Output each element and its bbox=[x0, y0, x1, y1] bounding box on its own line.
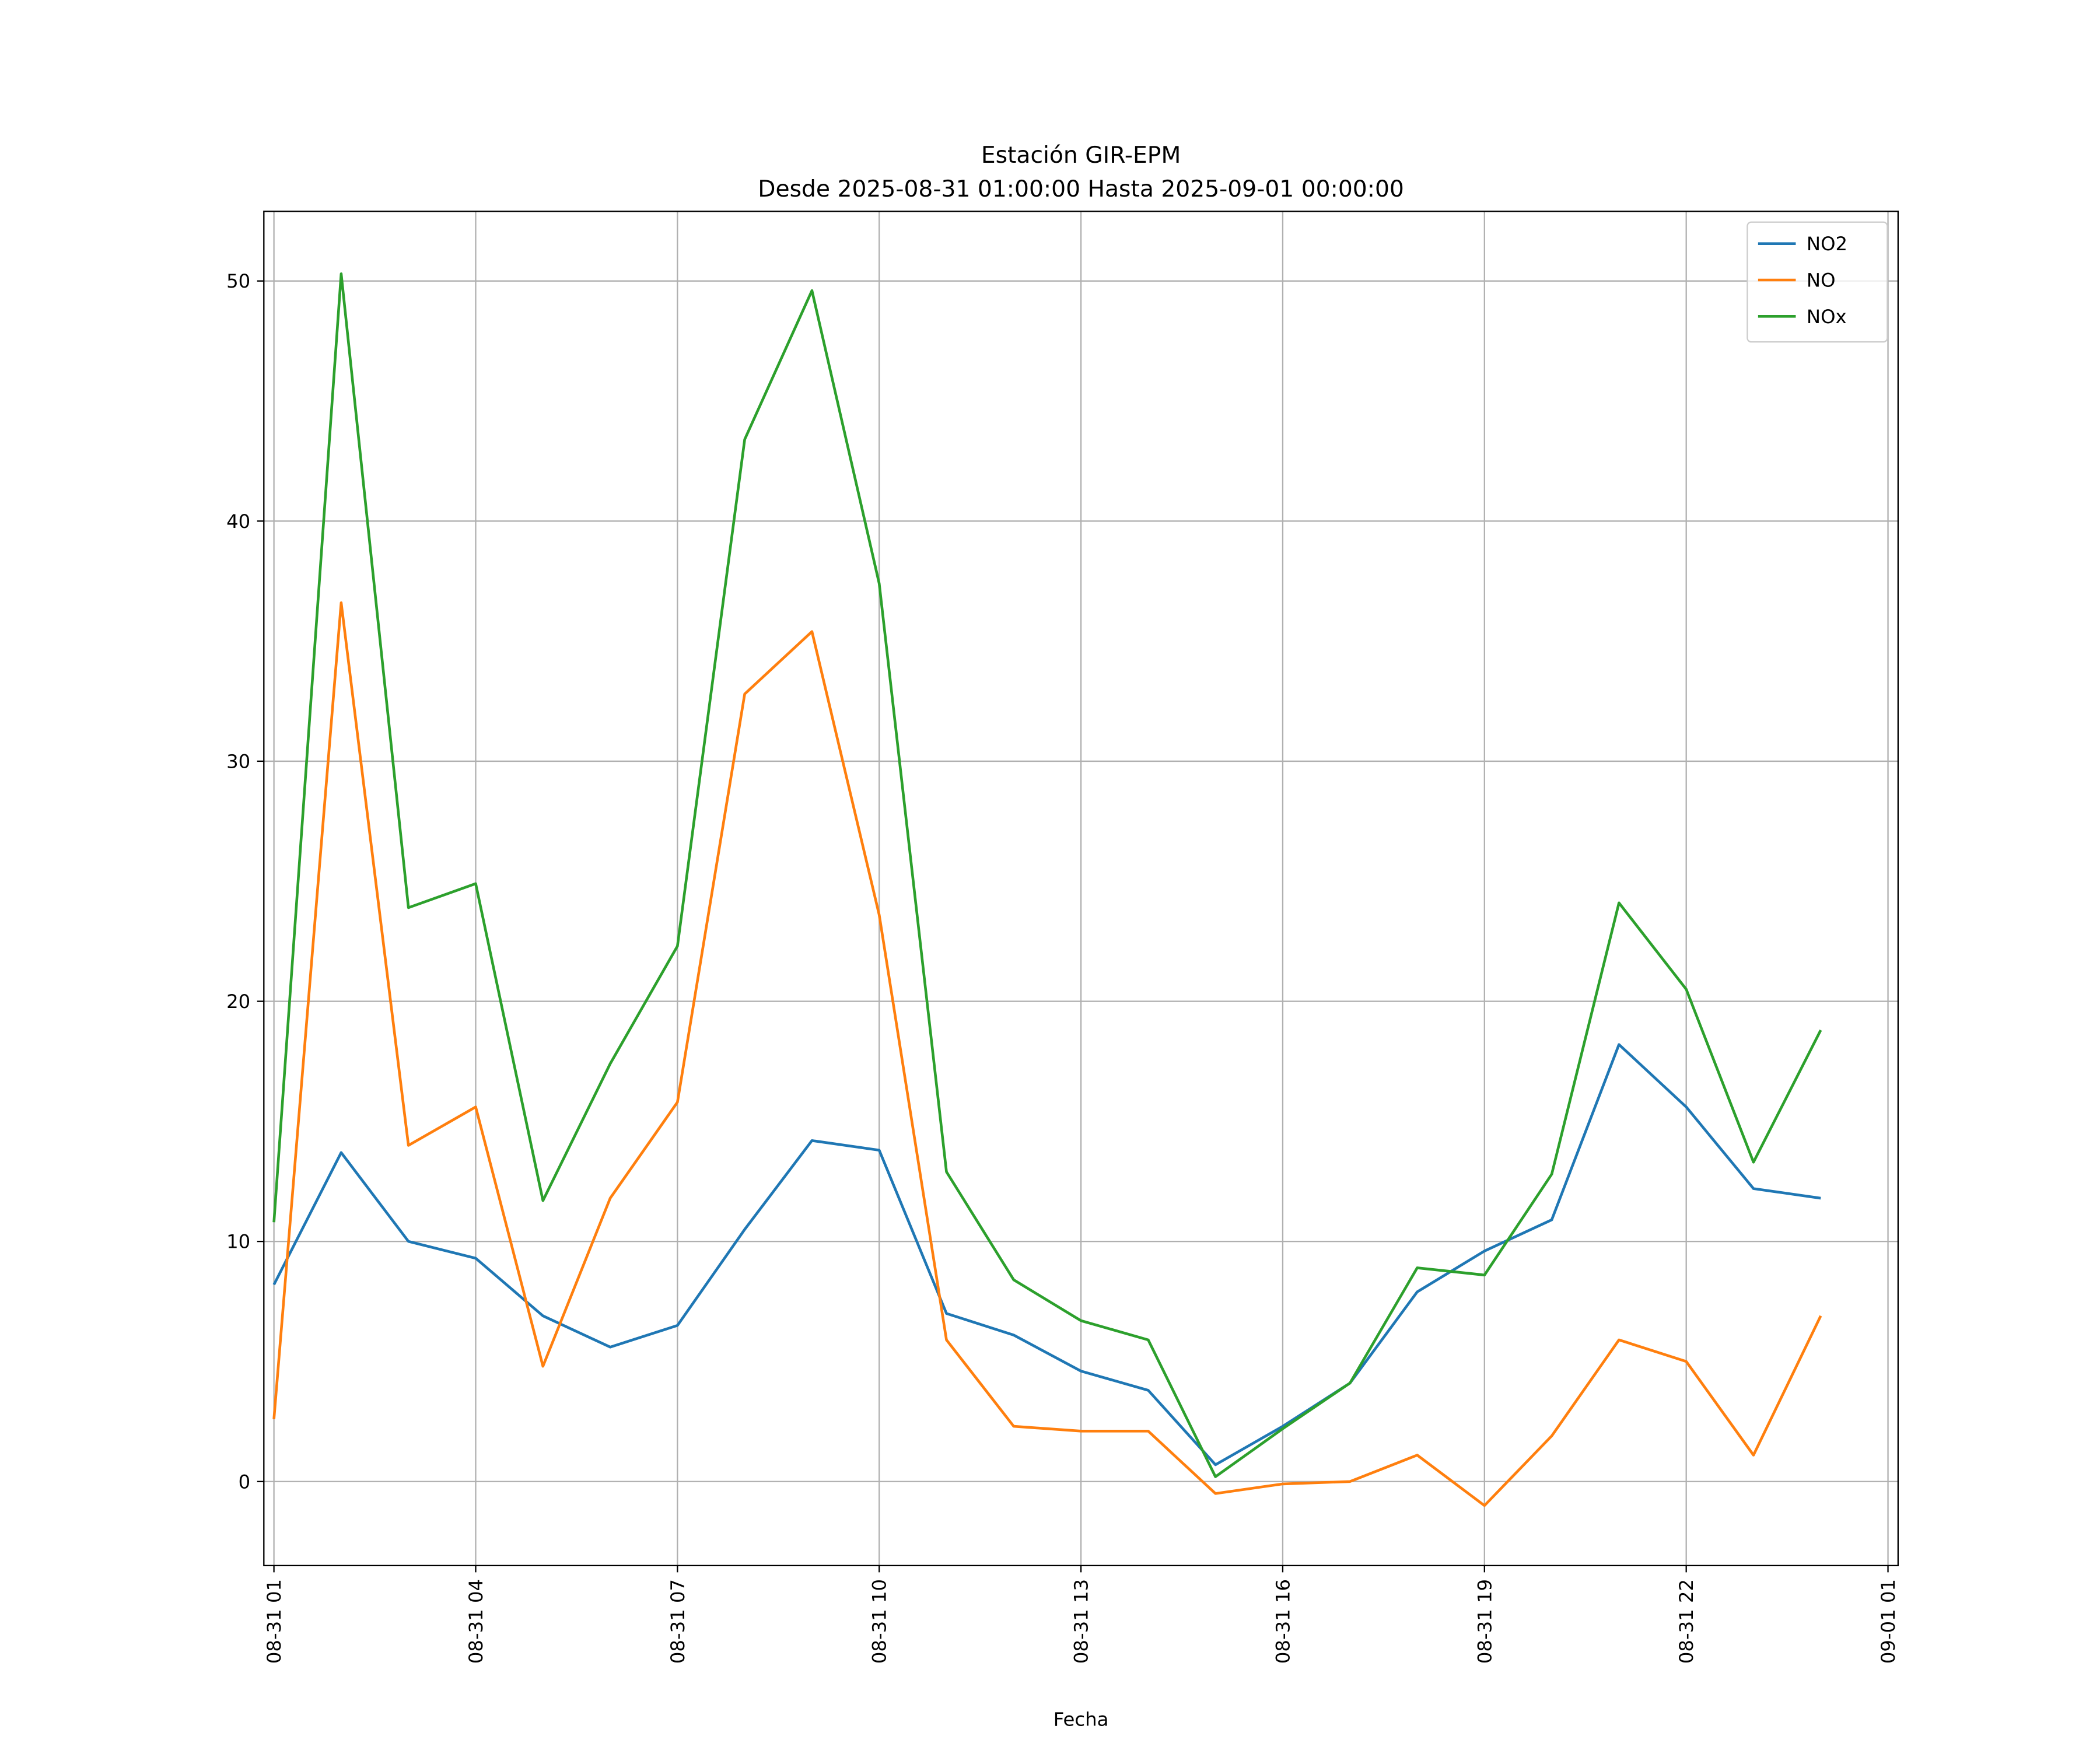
chart-subtitle: Desde 2025-08-31 01:00:00 Hasta 2025-09-… bbox=[758, 176, 1404, 202]
series-line-no2 bbox=[272, 1043, 1821, 1466]
x-tick-label: 08-31 04 bbox=[465, 1579, 487, 1664]
x-tick-label: 08-31 01 bbox=[263, 1579, 285, 1664]
series-line-no bbox=[272, 601, 1822, 1507]
y-tick-label: 0 bbox=[239, 1471, 251, 1493]
legend: NO2 NO NOx bbox=[1746, 221, 1888, 343]
x-tick-label: 08-31 07 bbox=[667, 1579, 689, 1664]
x-axis: 08-31 01 08-31 04 08-31 07 08-31 10 08-31 13… bbox=[263, 1565, 1899, 1664]
y-tick-label: 40 bbox=[226, 510, 250, 533]
chart-title: Estación GIR-EPM bbox=[981, 142, 1181, 169]
series-line-nox bbox=[272, 272, 1822, 1478]
x-tick-label: 08-31 16 bbox=[1272, 1579, 1294, 1664]
x-tick-label: 08-31 13 bbox=[1070, 1579, 1093, 1664]
x-tick-label: 08-31 19 bbox=[1474, 1579, 1496, 1664]
legend-label-nox: NOx bbox=[1807, 306, 1847, 328]
grid bbox=[264, 211, 1898, 1566]
y-tick-label: 20 bbox=[226, 991, 250, 1013]
x-axis-label: Fecha bbox=[1054, 1708, 1109, 1730]
y-axis: 0 10 20 30 40 50 bbox=[226, 270, 264, 1493]
x-tick-label: 08-31 22 bbox=[1675, 1579, 1698, 1664]
series-group bbox=[272, 272, 1822, 1507]
legend-box bbox=[1746, 221, 1888, 343]
y-tick-label: 50 bbox=[226, 270, 250, 292]
y-tick-label: 10 bbox=[226, 1231, 250, 1253]
x-tick-label: 09-01 01 bbox=[1877, 1579, 1899, 1664]
x-tick-label: 08-31 10 bbox=[869, 1579, 891, 1664]
y-tick-label: 30 bbox=[226, 750, 250, 772]
legend-label-no2: NO2 bbox=[1807, 233, 1847, 255]
legend-label-no: NO bbox=[1807, 270, 1836, 292]
